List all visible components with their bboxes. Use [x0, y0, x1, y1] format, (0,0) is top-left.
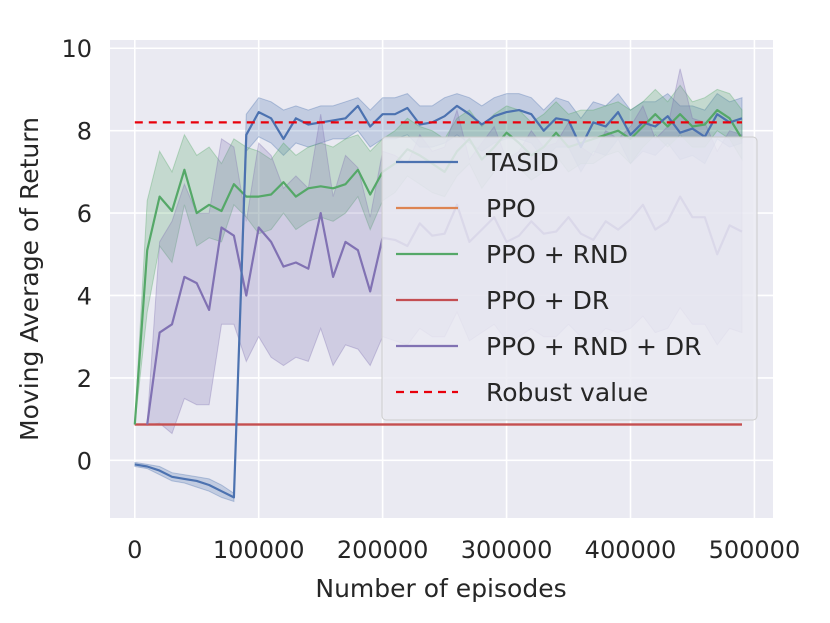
x-tick-label: 400000 — [585, 536, 677, 564]
x-tick-label: 500000 — [709, 536, 801, 564]
y-axis-title: Moving Average of Return — [15, 117, 44, 441]
legend-label-ppo-dr: PPO + DR — [486, 286, 609, 315]
y-tick-label: 0 — [77, 447, 92, 475]
x-axis-title: Number of episodes — [315, 574, 566, 603]
line-tasid — [134, 104, 743, 499]
x-tick-label: 100000 — [213, 536, 305, 564]
legend: TASID PPO PPO + RND PPO + DR PPO + RND + DR R… — [381, 136, 758, 421]
y-tick-label: 6 — [77, 200, 92, 228]
legend-label-ppo-rnd: PPO + RND — [486, 240, 628, 269]
legend-label-ppo-rnd-dr: PPO + RND + DR — [486, 332, 701, 361]
legend-label-robust-value: Robust value — [486, 378, 648, 407]
legend-box — [381, 136, 758, 421]
y-tick-label: 8 — [77, 118, 92, 146]
legend-label-tasid: TASID — [485, 148, 559, 177]
y-tick-label: 2 — [77, 365, 92, 393]
x-axis-ticks: 0 100000 200000 300000 400000 500000 — [127, 536, 800, 564]
x-tick-label: 300000 — [461, 536, 553, 564]
y-axis-ticks: 0 2 4 6 8 10 — [61, 35, 92, 475]
x-tick-label: 0 — [127, 536, 142, 564]
x-tick-label: 200000 — [337, 536, 429, 564]
y-tick-label: 10 — [61, 35, 92, 63]
y-tick-label: 4 — [77, 282, 92, 310]
legend-label-ppo: PPO — [486, 194, 536, 223]
